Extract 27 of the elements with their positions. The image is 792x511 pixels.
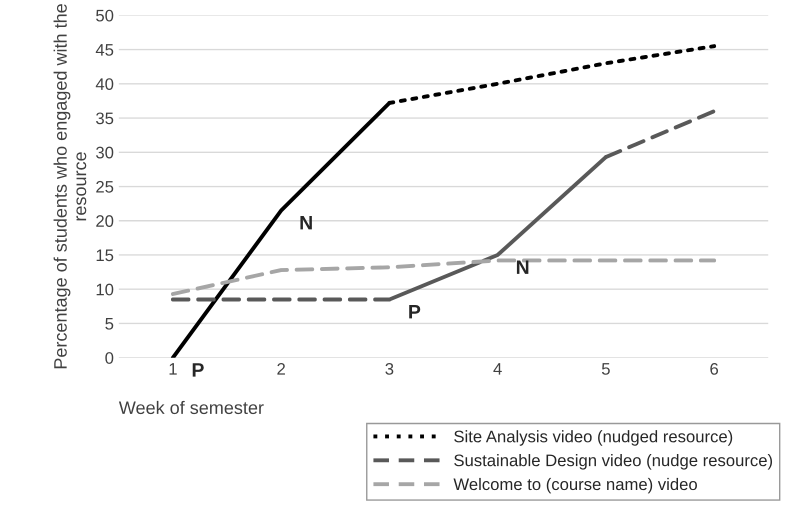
y-tick-label: 10 (96, 284, 114, 296)
y-tick-label: 25 (96, 180, 114, 193)
x-tick-label: 4 (493, 363, 502, 375)
annotation: N (300, 216, 312, 230)
y-tick-label: 20 (96, 215, 114, 227)
y-tick-label: 15 (96, 250, 114, 262)
y-tick-label: 0 (105, 352, 114, 364)
y-tick-label: 50 (96, 10, 114, 22)
annotation: P (192, 363, 204, 377)
annotation: N (516, 260, 528, 274)
y-tick-label: 5 (105, 318, 114, 330)
legend-label: Site Analysis video (nudged resource) (454, 430, 732, 446)
x-axis-title: Week of semester (118, 400, 264, 414)
y-tick-label: 45 (96, 44, 114, 56)
x-tick-label: 5 (602, 363, 610, 375)
legend-label: Sustainable Design video (nudge resource) (454, 454, 772, 470)
annotation: P (409, 305, 420, 318)
y-tick-label: 30 (96, 146, 114, 158)
y-axis-title: Percentage of students who engaged with the resource (54, 4, 86, 368)
y-tick-label: 35 (96, 112, 114, 124)
line-series (170, 258, 716, 296)
x-tick-label: 3 (385, 363, 394, 375)
x-tick-label: 1 (170, 363, 177, 375)
legend-label: Welcome to (course name) video (454, 478, 697, 494)
y-tick-label: 40 (96, 78, 114, 90)
x-tick-label: 6 (710, 363, 718, 375)
x-tick-label: 2 (277, 363, 285, 375)
